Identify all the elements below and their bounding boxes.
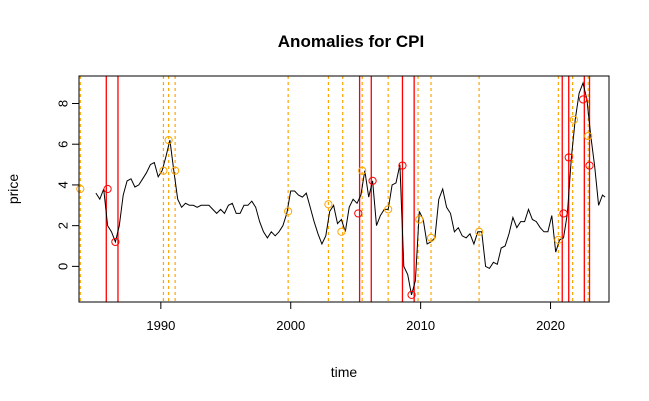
minor-anomaly-point-9 <box>415 215 424 224</box>
y-tick-label-1: 2 <box>56 222 71 229</box>
minor-anomaly-lines <box>79 76 589 302</box>
major-anomaly-point-7 <box>564 153 573 162</box>
series-line-0 <box>95 81 606 296</box>
major-anomaly-lines <box>105 76 591 302</box>
minor-anomaly-point-11 <box>474 227 484 236</box>
minor-anomaly-point-8 <box>384 205 393 214</box>
major-anomaly-point-8 <box>578 95 588 104</box>
y-axis-label: price <box>5 174 21 205</box>
minor-anomaly-point-2 <box>164 136 173 145</box>
x-axis: 1990 2000 2010 2020 <box>146 302 565 333</box>
minor-anomaly-point-14 <box>584 131 593 141</box>
y-tick-label-4: 8 <box>56 100 71 107</box>
minor-anomaly-point-5 <box>324 200 333 209</box>
y-tick-label-2: 4 <box>56 181 71 188</box>
x-tick-label-0: 1990 <box>146 318 175 333</box>
y-tick-label-0: 0 <box>56 263 71 270</box>
major-anomaly-point-1 <box>111 237 120 247</box>
major-anomaly-point-6 <box>559 209 568 218</box>
x-tick-label-1: 2000 <box>276 318 305 333</box>
minor-anomaly-point-3 <box>171 166 180 175</box>
minor-anomaly-point-12 <box>554 235 563 245</box>
minor-anomaly-point-0 <box>76 184 85 194</box>
chart-title: Anomalies for CPI <box>278 32 424 51</box>
minor-anomaly-point-10 <box>426 233 436 242</box>
major-anomaly-point-3 <box>368 176 377 185</box>
major-anomaly-points <box>103 95 594 299</box>
major-anomaly-point-5 <box>407 290 416 299</box>
major-anomaly-point-0 <box>103 184 112 194</box>
minor-anomaly-point-1 <box>159 166 168 175</box>
x-tick-label-2: 2010 <box>406 318 435 333</box>
minor-anomaly-point-4 <box>284 207 293 216</box>
x-axis-label: time <box>331 364 358 380</box>
minor-anomaly-point-6 <box>337 227 346 236</box>
minor-anomaly-point-13 <box>569 115 579 124</box>
y-axis: 0 2 4 6 8 <box>56 100 79 270</box>
y-tick-label-3: 6 <box>56 141 71 148</box>
x-tick-label-3: 2020 <box>536 318 565 333</box>
major-anomaly-point-9 <box>585 161 594 170</box>
major-anomaly-point-4 <box>398 161 407 170</box>
plot-frame <box>78 75 610 303</box>
minor-anomaly-points <box>76 115 593 245</box>
series-group <box>95 81 606 296</box>
minor-anomaly-point-7 <box>358 166 367 175</box>
major-anomaly-point-2 <box>354 209 363 218</box>
